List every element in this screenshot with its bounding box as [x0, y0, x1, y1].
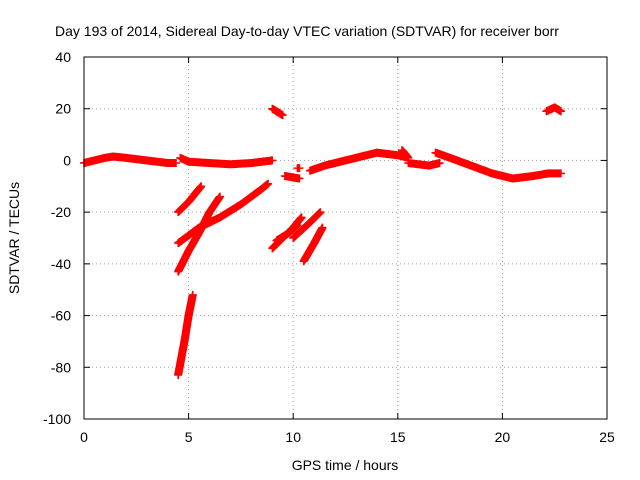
- chart-title: Day 193 of 2014, Sidereal Day-to-day VTE…: [55, 23, 559, 39]
- data-point-group: [305, 146, 413, 175]
- data-point-group: [176, 153, 277, 169]
- x-tick-label: 5: [185, 429, 193, 445]
- data-point-group: [174, 290, 197, 380]
- y-tick-label: -60: [51, 308, 71, 324]
- plot-frame: [83, 56, 608, 420]
- data-point-group: [268, 104, 287, 120]
- data-point-group: [431, 148, 565, 183]
- data-point-group: [293, 164, 304, 173]
- data-point-group: [280, 171, 304, 183]
- data-point-group: [272, 221, 302, 245]
- x-axis-label: GPS time / hours: [292, 457, 399, 473]
- y-tick-label: 40: [55, 49, 71, 65]
- data-point-group: [174, 179, 273, 248]
- x-tick-label: 25: [599, 429, 615, 445]
- x-tick-labels: 0 5 10 15 20 25: [80, 429, 615, 445]
- y-tick-label: -80: [51, 359, 71, 375]
- y-tick-label: -40: [51, 256, 71, 272]
- x-tick-label: 0: [80, 429, 88, 445]
- y-tick-label: 20: [55, 101, 71, 117]
- y-tick-label: -100: [43, 411, 71, 427]
- x-tick-label: 15: [390, 429, 406, 445]
- grid: [84, 57, 607, 419]
- x-tick-label: 20: [495, 429, 511, 445]
- data-point-group: [174, 182, 206, 217]
- data-point-group: [289, 208, 325, 242]
- ticks: [83, 56, 608, 420]
- data-point-group: [542, 103, 565, 116]
- data-marks: [80, 103, 565, 380]
- data-point-group: [80, 152, 181, 168]
- y-tick-label: 0: [63, 152, 71, 168]
- y-tick-label: -20: [51, 204, 71, 220]
- data-point-group: [404, 159, 444, 170]
- x-tick-label: 10: [285, 429, 301, 445]
- y-axis-label: SDTVAR / TECUs: [6, 182, 22, 294]
- data-point-group: [299, 223, 327, 266]
- y-tick-labels: -100 -80 -60 -40 -20 0 20 40: [43, 49, 71, 427]
